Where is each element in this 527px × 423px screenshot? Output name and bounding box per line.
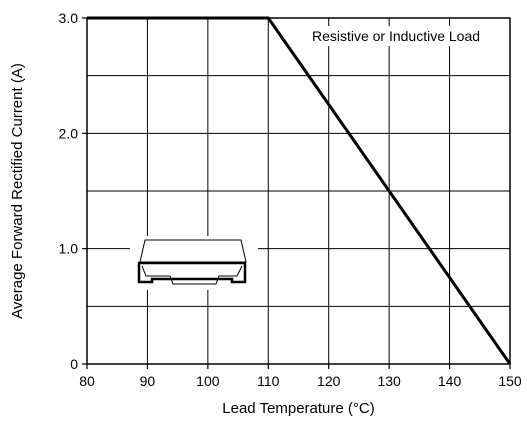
y-tick-label: 3.0	[59, 10, 79, 26]
series-line	[87, 16, 512, 365]
annotation-background	[291, 26, 501, 46]
grid-lines	[87, 18, 510, 364]
plot-frame	[86, 17, 511, 365]
y-tick-label: 0	[70, 356, 78, 372]
annotation-label: Resistive or Inductive Load	[312, 28, 480, 44]
x-axis-title: Lead Temperature (°C)	[222, 400, 374, 417]
y-axis-title: Average Forward Rectified Current (A)	[9, 63, 26, 319]
x-tick-label: 100	[196, 373, 220, 389]
y-tick-label: 2.0	[59, 125, 79, 141]
x-tick-label: 130	[377, 373, 401, 389]
y-tick-label: 1.0	[59, 241, 79, 257]
x-tick-label: 90	[140, 373, 156, 389]
x-tick-label: 140	[438, 373, 462, 389]
x-tick-label: 110	[257, 373, 280, 389]
x-tick-label: 80	[79, 373, 95, 389]
x-tick-label: 120	[317, 373, 341, 389]
smd-diode-package-icon	[130, 236, 258, 290]
axis-ticks: 80 90 100 110 120 130 140 150 0 1.0 2.0 3.0	[59, 10, 522, 389]
x-tick-label: 150	[498, 373, 522, 389]
